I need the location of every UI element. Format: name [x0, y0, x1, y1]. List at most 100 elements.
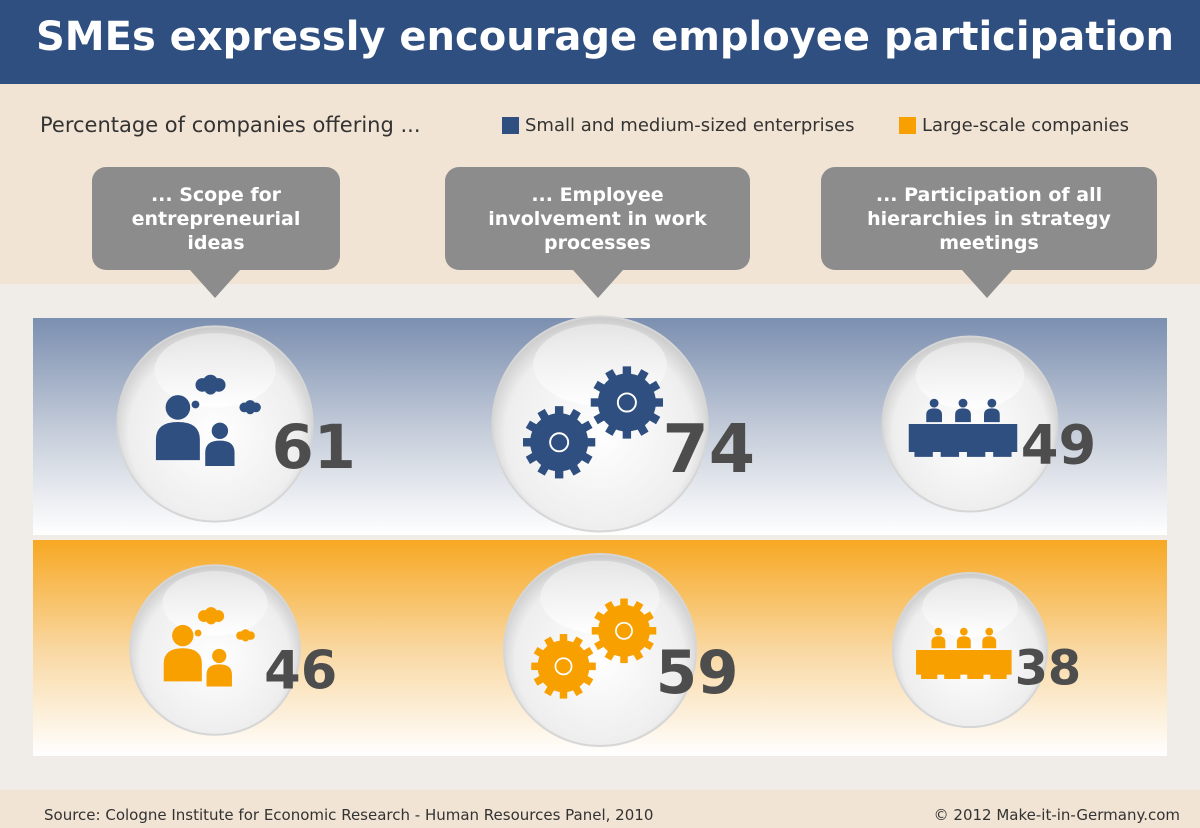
- value-label: 74: [662, 410, 755, 488]
- gear-tooth: [622, 425, 632, 439]
- icon-head: [970, 429, 982, 440]
- icon-head: [993, 655, 1004, 665]
- legend-label: Small and medium-sized enterprises: [525, 115, 855, 136]
- icon-body: [993, 440, 1012, 457]
- bubble-group: 46: [129, 564, 337, 736]
- icon-gear: [590, 366, 664, 439]
- icon-body: [984, 408, 1000, 423]
- legend-item: Large-scale companies: [899, 115, 1129, 136]
- gear-tooth: [554, 465, 564, 479]
- icon-body: [155, 422, 200, 461]
- icon-body: [955, 408, 971, 423]
- copyright: © 2012 Make-it-in-Germany.com: [933, 806, 1180, 824]
- gear-tooth: [554, 406, 564, 420]
- bubble-shine: [922, 578, 1018, 637]
- icon-body: [967, 664, 984, 679]
- icon-body: [921, 664, 938, 679]
- icon-head: [944, 429, 956, 440]
- legend-label: Large-scale companies: [922, 115, 1129, 136]
- value-label: 59: [656, 639, 739, 708]
- gear-body: [597, 373, 656, 432]
- value-label: 38: [1015, 642, 1081, 697]
- chart-title: SMEs expressly encourage employee partic…: [36, 14, 1175, 60]
- icon-gear: [591, 598, 657, 664]
- icon-cloud: [205, 613, 217, 625]
- icon-head: [172, 624, 194, 647]
- callout-box: [821, 167, 1157, 270]
- gear-hole: [554, 657, 573, 676]
- icon-head: [970, 655, 980, 665]
- bubble-shine: [915, 342, 1025, 410]
- callout-box: [445, 167, 750, 270]
- icon-body: [982, 636, 997, 649]
- icon-body: [966, 440, 986, 457]
- footer-band: [0, 790, 1200, 828]
- icon-body: [940, 440, 960, 457]
- bubble-group: 59: [502, 552, 739, 748]
- callout-box: [92, 167, 340, 270]
- bubble-group: 74: [491, 315, 755, 533]
- gear-hole: [615, 621, 633, 640]
- callout-pointer: [573, 270, 623, 298]
- icon-head: [918, 429, 929, 440]
- icon-body: [944, 664, 961, 679]
- bubble-group: 38: [891, 571, 1081, 729]
- icon-head: [987, 398, 997, 408]
- icon-head: [212, 648, 227, 664]
- icon-body: [990, 664, 1007, 679]
- callout-pointer: [962, 270, 1012, 298]
- category-label: ... Employee involvement in work process…: [488, 183, 707, 254]
- icon-body: [926, 408, 942, 423]
- gear-tooth: [622, 366, 632, 380]
- gear-tooth: [620, 598, 628, 611]
- legend-item: Small and medium-sized enterprises: [502, 115, 855, 136]
- icon-cloud: [241, 633, 250, 642]
- icon-body: [206, 664, 232, 687]
- icon-head: [997, 429, 1008, 440]
- icon-body: [205, 440, 235, 466]
- gear-tooth: [620, 651, 628, 664]
- gear-tooth: [559, 634, 568, 646]
- legend-swatch: [899, 117, 916, 134]
- source-note: Source: Cologne Institute for Economic R…: [44, 806, 654, 824]
- header-bar: [0, 0, 1200, 84]
- category-label: ... Participation of all hierarchies in …: [867, 183, 1111, 254]
- icon-cloud: [245, 405, 255, 415]
- icon-head: [947, 655, 957, 665]
- icon-gear: [523, 406, 596, 479]
- icon-dot: [194, 629, 202, 637]
- icon-head: [924, 655, 934, 665]
- bubble-group: 49: [881, 335, 1097, 513]
- gear-hole: [616, 392, 637, 413]
- icon-dot: [191, 400, 200, 409]
- category-label: ... Scope for entrepreneurial ideas: [131, 183, 301, 254]
- icon-head: [958, 398, 968, 408]
- legend-swatch: [502, 117, 519, 134]
- bubble-shine: [162, 571, 268, 636]
- callouts: [92, 167, 1157, 298]
- value-label: 46: [264, 640, 337, 701]
- bubble-group: 61: [116, 325, 356, 523]
- bubble-shine: [154, 333, 276, 408]
- value-label: 49: [1021, 414, 1097, 477]
- gear-body: [537, 640, 590, 693]
- icon-head: [929, 398, 939, 408]
- icon-head: [165, 395, 191, 420]
- gear-tooth: [559, 687, 568, 699]
- icon-body: [931, 636, 946, 649]
- subtitle: Percentage of companies offering ...: [40, 113, 421, 137]
- icon-head: [934, 627, 943, 636]
- gear-hole: [549, 432, 570, 453]
- value-label: 61: [272, 413, 356, 483]
- icon-head: [211, 422, 229, 440]
- icon-gear: [531, 634, 596, 699]
- icon-body: [914, 440, 933, 457]
- gear-body: [530, 413, 589, 472]
- icon-body: [163, 648, 202, 682]
- gear-body: [598, 604, 650, 657]
- icon-cloud: [204, 382, 217, 395]
- icon-head: [959, 627, 968, 636]
- icon-body: [956, 636, 971, 649]
